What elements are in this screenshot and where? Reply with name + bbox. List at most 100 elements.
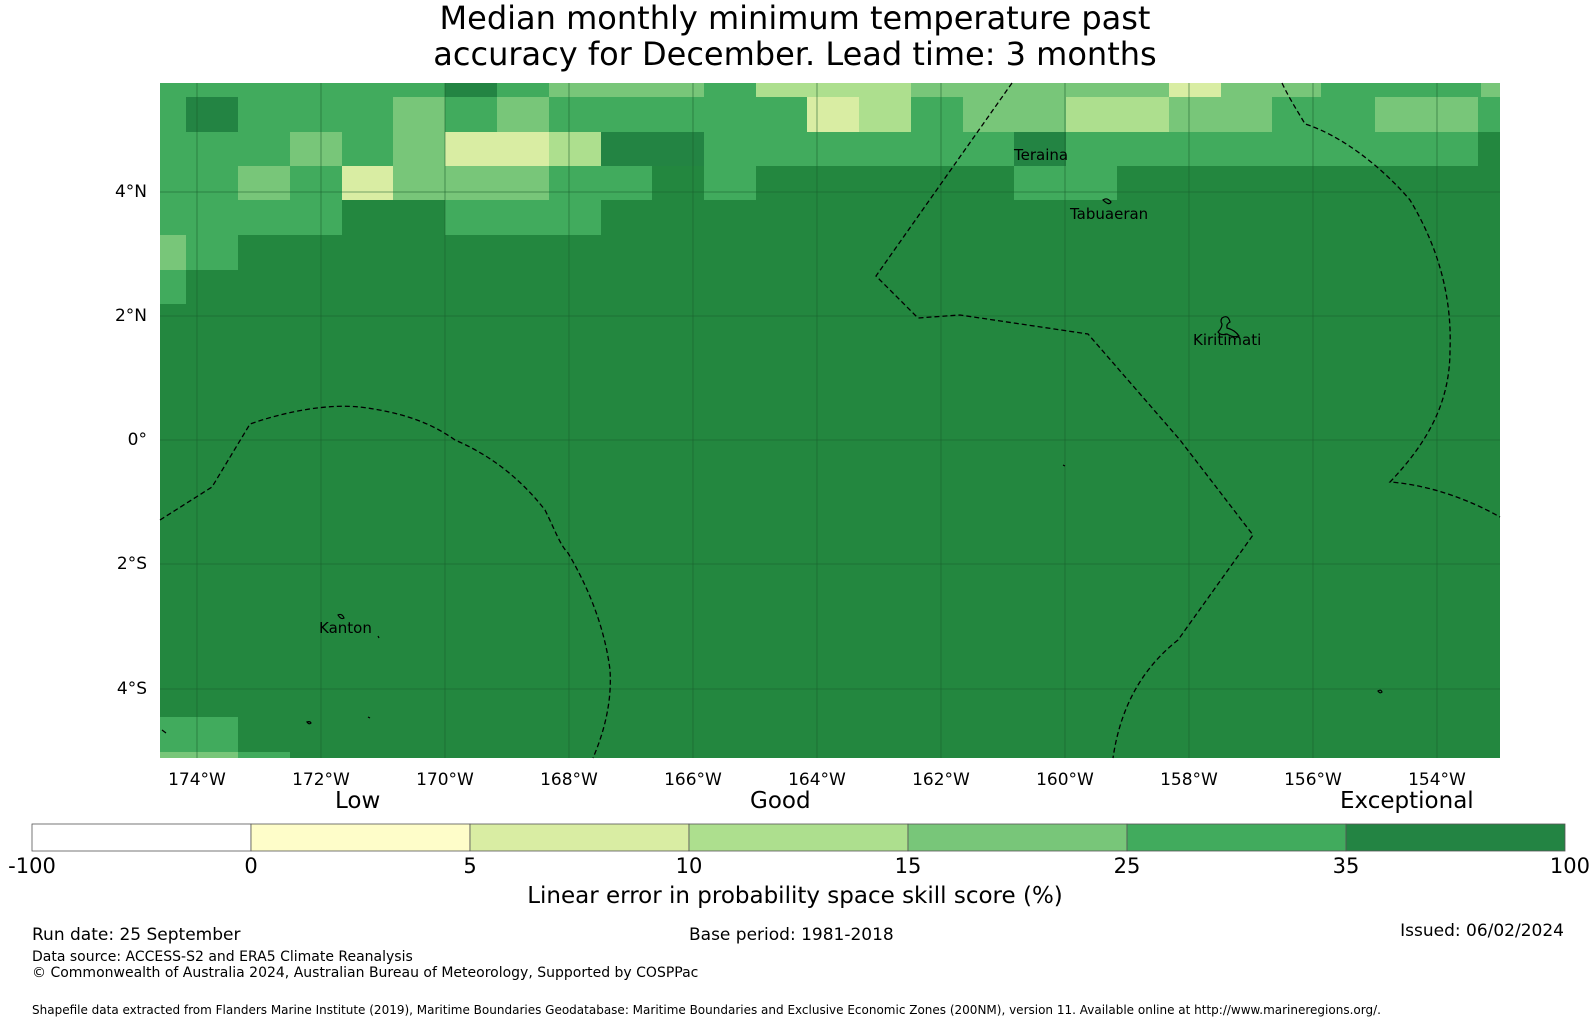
skill-cell [290, 132, 342, 166]
place-label-kanton: Kanton [319, 619, 372, 637]
colorbar-tick: 100 [1549, 854, 1590, 878]
lon-label: 166°W [664, 770, 722, 790]
colorbar-segment [1126, 823, 1347, 852]
colorbar-tick: 0 [244, 854, 258, 878]
skill-label-low: Low [335, 788, 381, 814]
skill-cell [549, 166, 652, 200]
skill-cell [445, 132, 549, 166]
skill-cell [160, 83, 445, 97]
lon-label: 158°W [1160, 770, 1218, 790]
skill-cell [393, 166, 549, 200]
skill-cell [445, 97, 497, 132]
skill-cell [160, 200, 342, 235]
base-period: Base period: 1981-2018 [689, 925, 894, 945]
colorbar-tick: 25 [1113, 854, 1141, 878]
map-title-line-2: accuracy for December. Lead time: 3 mont… [433, 35, 1157, 73]
skill-cell [497, 83, 549, 97]
skill-cell [393, 132, 445, 166]
skill-cell [859, 97, 911, 132]
colorbar-title: Linear error in probability space skill … [527, 883, 1063, 909]
lat-label-0: 0° [127, 430, 147, 450]
skill-cell [445, 83, 497, 97]
colorbar [31, 823, 1566, 852]
skill-map [159, 82, 1501, 759]
skill-cell [1221, 83, 1321, 97]
skill-cell [807, 97, 859, 132]
colorbar-segment [31, 823, 252, 852]
eez-boundary-kiritimati [1281, 82, 1501, 518]
islands [161, 198, 1383, 734]
run-date: Run date: 25 September [32, 925, 241, 945]
skill-cell [160, 270, 186, 304]
eez-boundary-line-north [875, 82, 1254, 759]
place-label-teraina: Teraina [1014, 146, 1069, 164]
skill-cell [160, 235, 186, 270]
place-label-tabuaeran: Tabuaeran [1070, 205, 1149, 223]
skill-cell [549, 132, 601, 166]
skill-cell [238, 752, 290, 758]
skill-label-exceptional: Exceptional [1340, 788, 1474, 814]
colorbar-tick: 35 [1332, 854, 1360, 878]
skill-cell [497, 97, 549, 132]
colorbar-tick: 5 [463, 854, 477, 878]
skill-cell [342, 166, 393, 200]
lon-label: 172°W [292, 770, 350, 790]
skill-label-good: Good [750, 788, 811, 814]
lon-label: 168°W [540, 770, 598, 790]
lon-label: 170°W [416, 770, 474, 790]
gridlines [160, 83, 1500, 758]
lon-label: 154°W [1408, 770, 1466, 790]
lon-label: 160°W [1036, 770, 1094, 790]
skill-cell [1321, 83, 1481, 97]
lon-label: 174°W [168, 770, 226, 790]
lat-label-2s: 2°S [116, 554, 147, 574]
eez-boundaries [159, 82, 1501, 759]
skill-cell [1014, 166, 1117, 200]
skill-cell [186, 235, 238, 270]
island-tabuaeran [1102, 198, 1112, 205]
skill-cell [1066, 97, 1169, 132]
lon-label: 156°W [1284, 770, 1342, 790]
lat-label-2n: 2°N [114, 306, 147, 326]
skill-cell [186, 97, 238, 132]
map-title-line-1: Median monthly minimum temperature past [439, 0, 1151, 37]
island-kanton [337, 613, 345, 620]
lat-label-4s: 4°S [116, 679, 147, 699]
skill-cell [704, 166, 756, 200]
island-small [377, 635, 380, 639]
colorbar-tick: -100 [8, 854, 56, 878]
colorbar-segment [469, 823, 690, 852]
copyright: © Commonwealth of Australia 2024, Austra… [32, 965, 699, 981]
island-small [1377, 689, 1383, 694]
skill-cell [290, 166, 342, 200]
skill-cell [238, 97, 393, 132]
skill-cell [963, 97, 1066, 132]
skill-cell [160, 132, 290, 166]
skill-cell [1014, 132, 1066, 166]
issued-date: Issued: 06/02/2024 [1400, 921, 1564, 941]
colorbar-segment [907, 823, 1128, 852]
skill-cell [1272, 97, 1375, 132]
shapefile-credit: Shapefile data extracted from Flanders M… [32, 1003, 1381, 1017]
island-kiritimati [1217, 316, 1240, 338]
lat-label-4n: 4°N [114, 182, 147, 202]
skill-cell [601, 132, 704, 166]
skill-cell [549, 97, 807, 132]
skill-cell [1169, 83, 1221, 97]
colorbar-segment [688, 823, 909, 852]
skill-cell [160, 752, 238, 758]
island-small [161, 729, 167, 734]
colorbar-tick: 15 [894, 854, 922, 878]
skill-cell [1375, 97, 1478, 132]
skill-cell [160, 97, 186, 132]
colorbar-segment [250, 823, 471, 852]
colorbar-segment [1345, 823, 1566, 852]
lon-label: 162°W [912, 770, 970, 790]
skill-cell [911, 97, 963, 132]
colorbar-tick: 10 [675, 854, 703, 878]
skill-cell [160, 717, 238, 752]
skill-cell [704, 132, 1014, 166]
skill-cell [911, 83, 1169, 97]
island-small [306, 721, 312, 725]
place-label-kiritimati: Kiritimati [1193, 331, 1262, 349]
